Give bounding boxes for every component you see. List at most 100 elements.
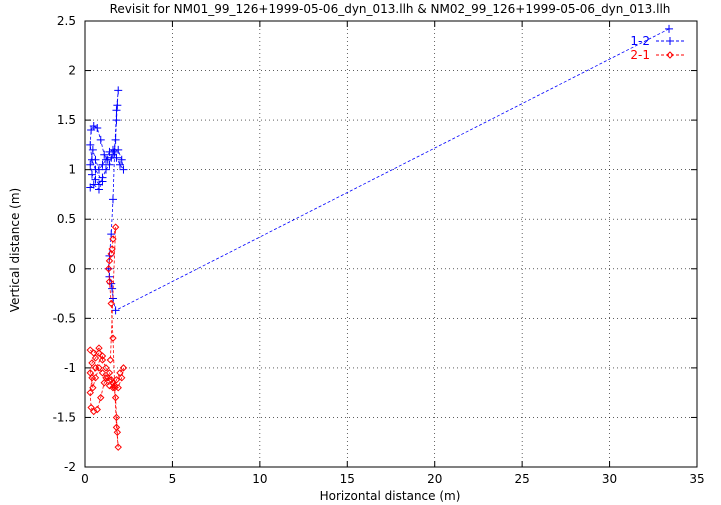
data-point bbox=[111, 384, 119, 392]
x-tick-label: 0 bbox=[81, 472, 89, 486]
x-axis-label: Horizontal distance (m) bbox=[320, 489, 461, 503]
data-point bbox=[88, 145, 97, 154]
data-point bbox=[104, 374, 112, 382]
data-point bbox=[107, 376, 115, 384]
y-tick-label: 2 bbox=[68, 64, 76, 78]
data-point bbox=[97, 393, 105, 402]
legend-marker bbox=[666, 51, 674, 59]
y-tick-label: 2.5 bbox=[57, 14, 76, 28]
data-point bbox=[119, 165, 128, 174]
y-tick-label: -2 bbox=[64, 460, 76, 474]
data-point bbox=[87, 170, 96, 179]
x-tick-label: 35 bbox=[689, 472, 704, 486]
series-2 bbox=[86, 223, 128, 451]
data-point bbox=[93, 124, 102, 133]
data-point bbox=[102, 374, 110, 382]
data-point bbox=[111, 306, 120, 315]
data-point bbox=[98, 356, 107, 364]
x-tick-label: 30 bbox=[602, 472, 617, 486]
y-tick-label: -0.5 bbox=[53, 311, 76, 325]
data-point bbox=[115, 160, 124, 169]
data-point bbox=[102, 364, 110, 372]
data-point bbox=[112, 423, 121, 432]
legend-label: 2-1 bbox=[630, 48, 650, 62]
data-point bbox=[113, 428, 122, 437]
x-tick-label: 15 bbox=[340, 472, 355, 486]
data-point bbox=[111, 135, 120, 144]
x-tick-label: 20 bbox=[427, 472, 442, 486]
x-tick-label: 5 bbox=[169, 472, 177, 486]
data-point bbox=[111, 393, 120, 402]
data-point bbox=[105, 257, 114, 265]
x-tick-label: 25 bbox=[515, 472, 530, 486]
data-point bbox=[91, 374, 100, 382]
data-point bbox=[89, 122, 98, 131]
data-point bbox=[86, 140, 95, 149]
data-point bbox=[86, 160, 95, 169]
data-point bbox=[104, 265, 113, 273]
x-tick-label: 10 bbox=[252, 472, 267, 486]
data-point bbox=[86, 388, 94, 397]
data-point bbox=[105, 277, 114, 286]
data-point bbox=[95, 349, 103, 357]
y-axis-label: Vertical distance (m) bbox=[8, 188, 22, 312]
data-point bbox=[119, 364, 128, 372]
y-tick-label: 0 bbox=[68, 262, 76, 276]
legend-marker bbox=[666, 37, 674, 45]
data-point bbox=[116, 369, 124, 377]
data-point bbox=[101, 155, 110, 164]
data-point bbox=[107, 299, 115, 308]
data-point bbox=[98, 160, 107, 169]
y-tick-label: 0.5 bbox=[57, 212, 76, 226]
data-point bbox=[100, 150, 109, 159]
data-point bbox=[108, 195, 117, 204]
data-point bbox=[106, 356, 115, 364]
data-point bbox=[107, 230, 116, 239]
data-point bbox=[112, 413, 121, 422]
legend: 1-22-1 bbox=[630, 34, 684, 62]
data-point bbox=[91, 354, 100, 362]
data-point bbox=[110, 145, 119, 154]
data-point bbox=[89, 384, 97, 392]
data-point bbox=[108, 150, 117, 159]
data-point bbox=[91, 175, 100, 184]
data-point bbox=[98, 173, 107, 182]
plot-frame bbox=[84, 20, 698, 468]
data-point bbox=[95, 344, 103, 352]
data-point bbox=[112, 116, 121, 125]
data-point bbox=[113, 101, 122, 110]
y-tick-label: -1.5 bbox=[53, 410, 76, 424]
data-point bbox=[112, 106, 121, 115]
data-point bbox=[107, 250, 115, 258]
chart-title: Revisit for NM01_99_126+1999-05-06_dyn_0… bbox=[110, 2, 671, 16]
data-point bbox=[109, 235, 117, 243]
legend-label: 1-2 bbox=[630, 34, 650, 48]
data-point bbox=[108, 245, 116, 253]
series-layer bbox=[86, 24, 674, 451]
data-point bbox=[94, 180, 103, 189]
y-tick-label: 1 bbox=[68, 163, 76, 177]
y-tick-label: -1 bbox=[64, 361, 76, 375]
data-point bbox=[100, 379, 108, 387]
data-point bbox=[91, 155, 100, 164]
data-point bbox=[94, 165, 103, 174]
data-point bbox=[88, 359, 96, 367]
data-point bbox=[109, 334, 117, 342]
data-point bbox=[118, 374, 126, 382]
data-point bbox=[117, 155, 126, 164]
data-point bbox=[95, 364, 103, 372]
data-point bbox=[105, 369, 114, 377]
data-point bbox=[111, 223, 120, 231]
data-point bbox=[108, 284, 117, 293]
data-point bbox=[96, 135, 105, 144]
data-point bbox=[98, 369, 107, 377]
data-point bbox=[114, 86, 123, 95]
data-point bbox=[665, 24, 674, 33]
data-point bbox=[101, 165, 110, 174]
data-point bbox=[93, 405, 101, 414]
ticks: 0 5 10 15 20 25 30 35 -2 -1.5 -1 -0.5 0 0.5 1 1.5 2 2.5 bbox=[53, 14, 705, 486]
data-point bbox=[105, 160, 114, 169]
y-tick-label: 1.5 bbox=[57, 113, 76, 127]
